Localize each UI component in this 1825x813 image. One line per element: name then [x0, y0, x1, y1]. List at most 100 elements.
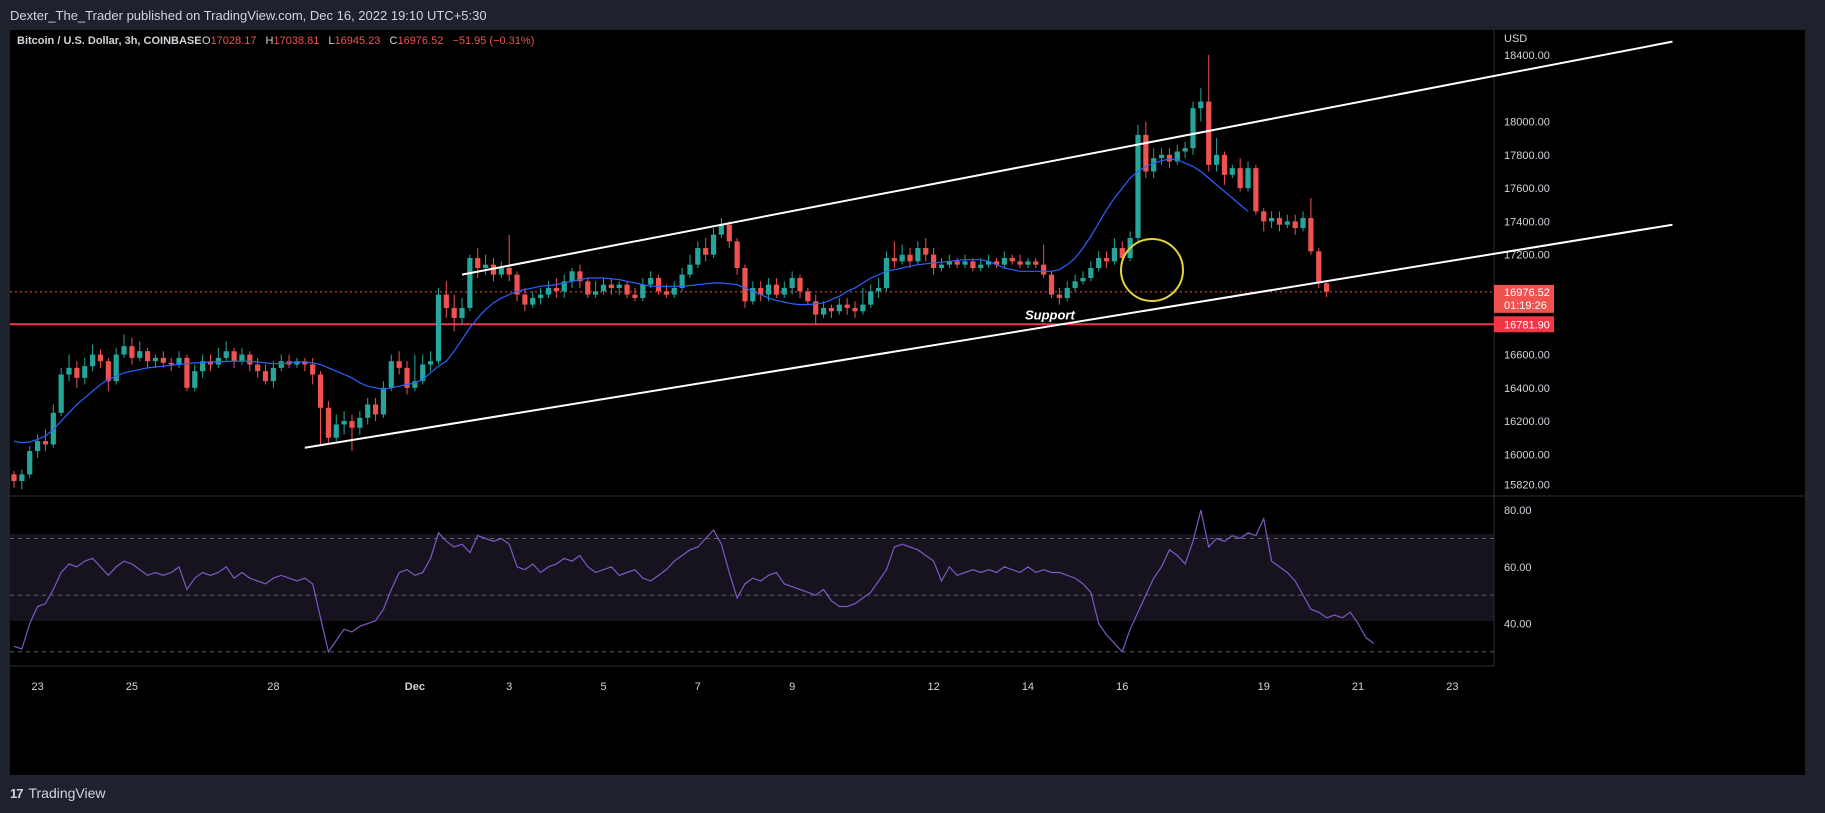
candle-body [152, 357, 159, 362]
candle-body [553, 287, 559, 292]
time-axis-label: 23 [1446, 681, 1458, 693]
candle-body [514, 274, 520, 295]
candle-body [498, 267, 504, 275]
last-price-badge: 16976.52 01:19:26 [1494, 284, 1554, 313]
svg-text:01:19:26: 01:19:26 [1504, 300, 1547, 312]
candle-body [341, 421, 347, 425]
candle-body [538, 294, 544, 298]
candle-body [742, 267, 748, 302]
candle-body [435, 294, 442, 362]
candle-body [129, 346, 135, 358]
candle-body [891, 258, 897, 262]
channel-lower-line[interactable] [304, 223, 1673, 449]
candle-body [207, 361, 214, 365]
price-tick-label: 17800.00 [1504, 150, 1550, 162]
time-axis-labels: 23 25 28 Dec 3 5 7 9 12 14 16 19 21 23 [31, 681, 1458, 693]
candle-body [1229, 168, 1235, 175]
channel-upper-line[interactable] [461, 40, 1673, 276]
candle-body [317, 374, 324, 408]
rsi-tick-label: 80.00 [1504, 505, 1532, 517]
candle-body [1158, 154, 1165, 159]
candle-body [349, 421, 355, 428]
candle-body [1182, 148, 1188, 152]
candle-body [278, 361, 284, 368]
candle-body [247, 354, 253, 365]
candle-body [262, 371, 269, 382]
candle-body [1174, 151, 1180, 162]
price-tick-label: 18400.00 [1504, 50, 1550, 62]
candle-body [310, 364, 316, 375]
candle-body [105, 361, 111, 382]
candle-body [215, 357, 221, 365]
candle-body [726, 224, 732, 242]
candle-body [467, 258, 473, 308]
candle-body [427, 361, 434, 365]
candle-body [380, 387, 387, 415]
candle-body [1001, 258, 1007, 265]
candle-body [710, 234, 717, 255]
candle-body [19, 474, 25, 482]
candle-body [1300, 218, 1306, 229]
candle-body [459, 307, 465, 318]
tradingview-logo-icon: 17 [10, 785, 24, 801]
candle-body [938, 264, 945, 268]
rsi-axis-ticks: 80.00 60.00 40.00 [1504, 505, 1532, 630]
tradingview-logo[interactable]: 17 TradingView [10, 785, 106, 801]
candle-body [931, 254, 937, 268]
candle-body [593, 291, 599, 295]
candle-body [113, 354, 119, 382]
candle-body [294, 361, 300, 365]
candle-body [396, 361, 402, 368]
candle-body [58, 374, 64, 413]
candle-body [860, 304, 866, 312]
candle-body [923, 248, 929, 255]
time-axis-label: 12 [927, 681, 939, 693]
candle-body [1111, 248, 1117, 262]
candle-body [773, 284, 780, 295]
candle-body [687, 264, 693, 275]
candle-body [1269, 218, 1275, 222]
candle-body [993, 261, 1000, 265]
candle-body [1041, 264, 1047, 275]
candle-body [506, 267, 512, 275]
chart-frame[interactable]: Bitcoin / U.S. Dollar, 3h, COINBASE O170… [10, 30, 1805, 775]
candle-body [11, 474, 17, 482]
candle-body [545, 287, 552, 295]
price-chart[interactable]: Bitcoin / U.S. Dollar, 3h, COINBASE O170… [10, 30, 1805, 775]
time-axis-label: 7 [695, 681, 701, 693]
candle-body [97, 354, 104, 362]
candle-body [946, 261, 952, 265]
candle-body [270, 367, 276, 382]
candles [11, 54, 1330, 490]
candle-body [671, 287, 677, 295]
candle-body [781, 287, 787, 295]
legend-ohlc: O17028.17 H17038.81 L16945.23 C16976.52 … [202, 35, 534, 47]
candle-body [852, 307, 858, 312]
candle-body [805, 291, 811, 302]
candle-body [970, 261, 976, 268]
candle-body [192, 371, 198, 388]
candle-body [483, 264, 489, 268]
moving-average-line [13, 158, 1249, 444]
price-tick-label: 16200.00 [1504, 416, 1550, 428]
candle-body [828, 307, 835, 312]
highlight-circle[interactable] [1120, 238, 1184, 302]
candle-body [915, 248, 921, 262]
legend-symbol: Bitcoin / U.S. Dollar, 3h, COINBASE [17, 35, 202, 47]
time-axis-label: 5 [600, 681, 606, 693]
candle-body [372, 404, 379, 415]
candle-body [907, 254, 913, 262]
candle-body [640, 284, 646, 298]
price-tick-label: 18000.00 [1504, 117, 1550, 129]
candle-body [388, 361, 394, 388]
candle-body [978, 264, 984, 268]
candle-body [986, 261, 992, 265]
candle-body [695, 248, 701, 265]
candle-body [420, 364, 426, 382]
candle-body [1206, 101, 1212, 165]
candle-body [176, 357, 182, 365]
candle-body [1025, 261, 1031, 265]
candle-body [1253, 168, 1259, 212]
candle-body [1096, 258, 1102, 268]
candle-body [1166, 154, 1173, 162]
